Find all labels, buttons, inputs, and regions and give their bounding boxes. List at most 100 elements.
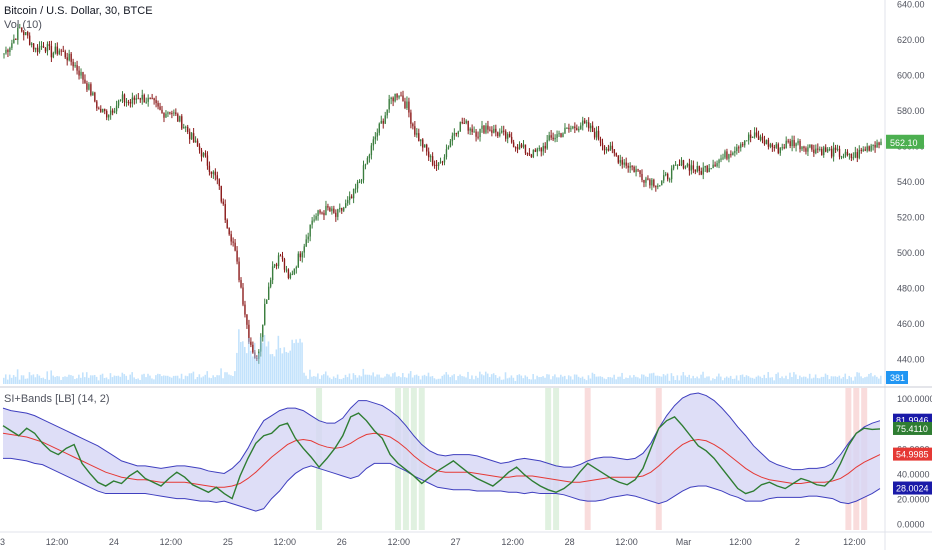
candle-body: [793, 139, 795, 147]
candle-body: [402, 95, 404, 102]
candle-body: [477, 136, 479, 138]
volume-bar: [504, 372, 507, 384]
candle-body: [546, 140, 548, 149]
candle-body: [536, 148, 539, 152]
volume-bar: [635, 376, 637, 384]
candle-body: [819, 148, 821, 150]
volume-bar: [421, 375, 424, 384]
price-tick-label: 460.00: [897, 319, 925, 329]
volume-bar: [538, 377, 540, 384]
volume-bar: [162, 375, 165, 384]
candle-body: [153, 98, 155, 101]
volume-bar: [14, 376, 17, 384]
candle-body: [811, 144, 813, 150]
candle-body: [36, 47, 39, 52]
candle-body: [688, 163, 691, 171]
candle-body: [589, 125, 592, 129]
volume-bar: [648, 373, 651, 384]
volume-bar: [791, 376, 793, 384]
candle-body: [437, 162, 440, 166]
candle-body: [167, 112, 169, 114]
candle-body: [143, 94, 145, 103]
volume-bar: [834, 376, 837, 384]
volume-bar: [830, 376, 833, 384]
time-tick-label: 12:00: [160, 537, 183, 547]
volume-bar: [565, 379, 568, 384]
volume-bar: [797, 379, 799, 384]
volume-bar: [317, 373, 319, 384]
volume-bar: [168, 376, 171, 384]
candle-body: [139, 98, 141, 100]
volume-bar: [326, 375, 329, 384]
volume-bar: [741, 374, 744, 384]
candle-body: [277, 255, 280, 267]
candle-body: [246, 314, 248, 325]
candle-body: [341, 207, 343, 211]
volume-bar: [459, 374, 461, 384]
candle-body: [222, 201, 224, 205]
volume-bar: [322, 374, 325, 384]
candle-body: [248, 324, 250, 342]
candle-body: [570, 128, 572, 130]
volume-bar: [4, 374, 7, 384]
candle-body: [190, 133, 193, 140]
volume-bar: [475, 375, 477, 384]
candle-body: [516, 147, 519, 150]
volume-bar: [820, 376, 823, 384]
candle-body: [718, 159, 720, 164]
volume-bar: [178, 378, 181, 384]
volume-bar: [216, 375, 218, 384]
candle-body: [169, 112, 171, 114]
volume-bar: [83, 377, 86, 384]
candle-body: [210, 171, 213, 175]
volume-bar: [133, 377, 135, 384]
oscillator-upper-label: 81.9946: [896, 416, 929, 426]
candle-body: [483, 125, 485, 133]
volume-bar: [376, 374, 378, 384]
volume-bar: [702, 371, 704, 384]
candle-body: [769, 144, 772, 147]
volume-bar: [712, 378, 714, 384]
volume-bar: [484, 371, 487, 384]
volume-bar: [723, 377, 726, 384]
volume-bar: [775, 373, 777, 384]
candle-body: [722, 157, 724, 159]
candle-body: [501, 130, 503, 133]
volume-bar: [558, 377, 560, 384]
candle-body: [878, 142, 880, 146]
candle-body: [734, 151, 736, 153]
price-tick-label: 600.00: [897, 71, 925, 81]
candle-body: [785, 140, 787, 148]
volume-indicator-label: Vol (10): [4, 19, 42, 31]
candle-body: [520, 144, 523, 148]
volume-bar: [532, 374, 534, 384]
candle-body: [179, 116, 181, 122]
candle-body: [556, 134, 558, 138]
volume-bar: [520, 375, 523, 384]
candle-body: [230, 234, 232, 242]
candle-body: [408, 101, 410, 113]
candle-body: [159, 106, 161, 110]
candle-body: [702, 167, 704, 175]
volume-bar: [153, 379, 155, 384]
candle-body: [506, 134, 509, 139]
volume-bar: [481, 374, 483, 384]
volume-bar: [465, 377, 467, 384]
volume-bar: [662, 374, 665, 384]
candle-body: [692, 165, 695, 170]
candle-body: [25, 32, 27, 36]
volume-bar: [350, 379, 353, 384]
candle-body: [704, 165, 706, 168]
volume-bar: [743, 376, 746, 384]
candle-body: [469, 128, 471, 131]
candle-body: [52, 52, 55, 58]
candle-body: [443, 157, 446, 163]
candle-body: [653, 179, 655, 187]
candle-body: [106, 111, 108, 118]
candle-body: [329, 207, 331, 212]
volume-bar: [585, 380, 588, 384]
candle-body: [540, 148, 542, 152]
candle-body: [429, 156, 432, 158]
